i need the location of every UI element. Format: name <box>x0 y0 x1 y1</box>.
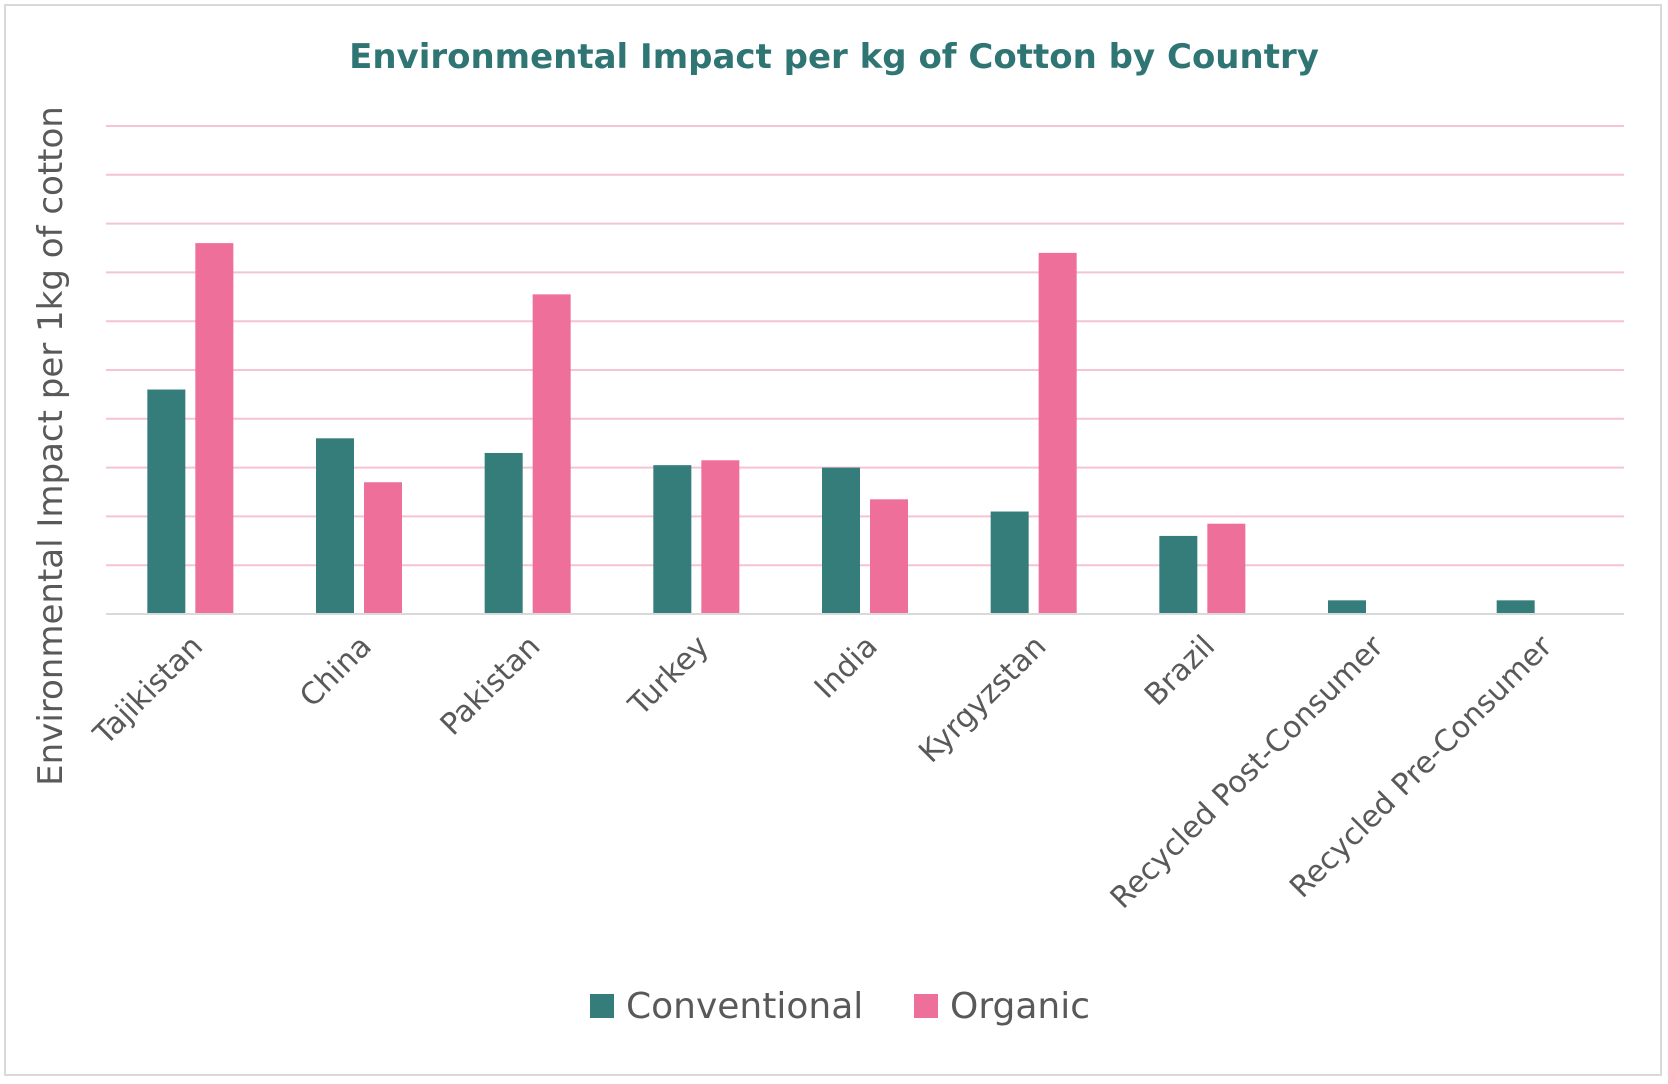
bar-conventional-kyrgyzstan <box>990 511 1029 614</box>
x-tick-label: China <box>293 629 378 714</box>
x-tick-labels: Tajikistan China Pakistan Turkey India Kyrgyz… <box>86 628 1559 915</box>
bar-conventional-turkey <box>653 465 692 614</box>
bar-conventional-recycled-pre-consumer <box>1496 600 1535 614</box>
bar-conventional-pakistan <box>484 452 523 614</box>
x-tick-label: Pakistan <box>434 629 548 743</box>
x-tick-label: Turkey <box>621 629 715 723</box>
legend: Conventional Organic <box>590 986 1090 1027</box>
bar-organic-kyrgyzstan <box>1038 252 1077 614</box>
bar-organic-tajikistan <box>195 243 234 614</box>
bar-conventional-recycled-post-consumer <box>1328 600 1366 614</box>
bar-organic-brazil <box>1207 523 1246 614</box>
x-tick-label: Recycled Post-Consumer <box>1104 628 1391 915</box>
x-tick-label: Brazil <box>1138 629 1222 713</box>
x-tick-label: Tajikistan <box>86 629 210 753</box>
bar-organic-turkey <box>701 460 740 614</box>
legend-label-conventional: Conventional <box>626 986 863 1027</box>
gridlines <box>106 125 1624 567</box>
chart-title: Environmental Impact per kg of Cotton by… <box>349 37 1319 77</box>
bar-conventional-india <box>822 467 860 614</box>
legend-label-organic: Organic <box>950 986 1090 1027</box>
bar-organic-pakistan <box>532 294 571 614</box>
bar-conventional-china <box>316 438 354 614</box>
legend-swatch-organic <box>914 994 938 1018</box>
bar-conventional-brazil <box>1159 535 1198 614</box>
bar-conventional-tajikistan <box>147 389 186 614</box>
x-tick-label: Kyrgyzstan <box>912 629 1053 770</box>
legend-swatch-conventional <box>590 994 614 1018</box>
bars <box>147 243 1535 614</box>
bar-organic-india <box>870 499 908 614</box>
x-tick-label: India <box>808 629 885 706</box>
y-axis-label: Environmental Impact per 1kg of cotton <box>31 106 71 786</box>
bar-organic-china <box>364 482 402 614</box>
